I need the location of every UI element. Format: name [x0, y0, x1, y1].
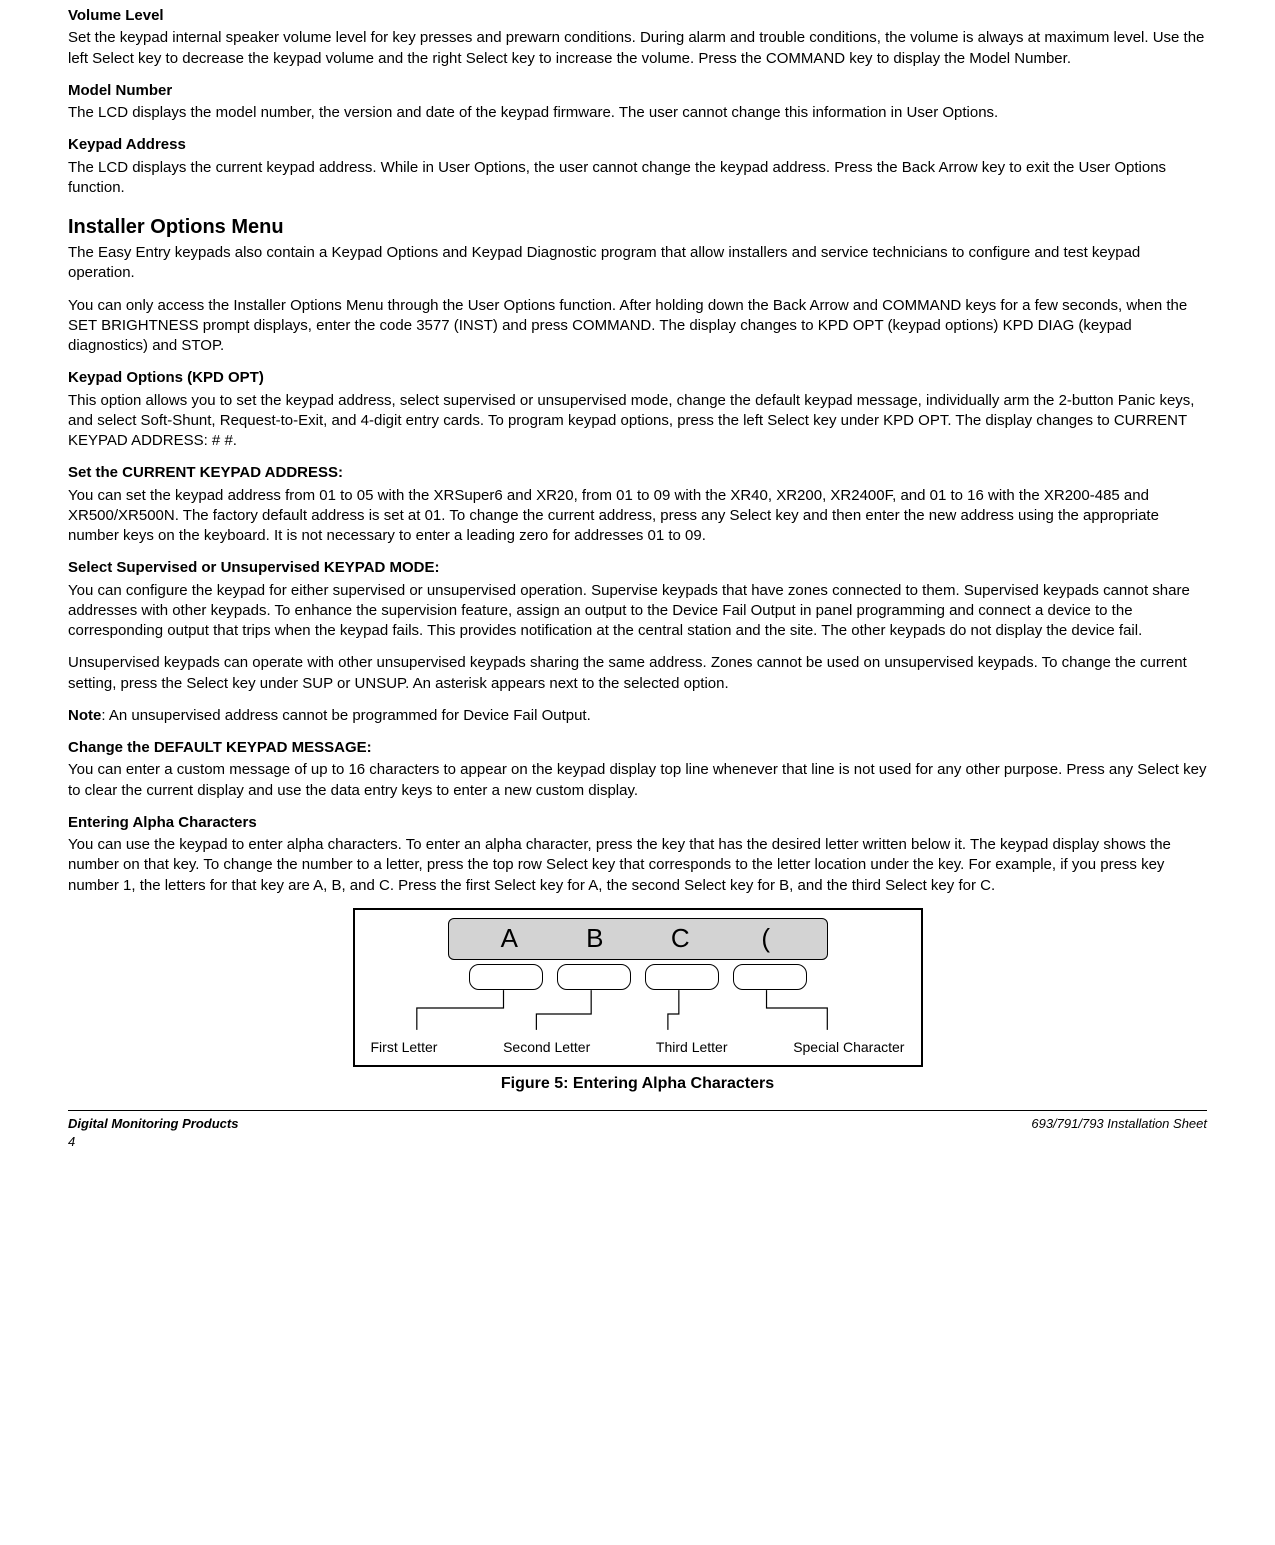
leader-svg: [369, 990, 907, 1036]
section-model-number: Model Number The LCD displays the model …: [68, 81, 1207, 124]
heading-alpha-chars: Entering Alpha Characters: [68, 813, 1207, 833]
section-volume-level: Volume Level Set the keypad internal spe…: [68, 6, 1207, 69]
heading-kpd-opt: Keypad Options (KPD OPT): [68, 368, 1207, 388]
label-first-letter: First Letter: [371, 1038, 438, 1057]
text-model-number: The LCD displays the model number, the v…: [68, 103, 1207, 123]
select-keys-row: [369, 964, 907, 990]
heading-keypad-mode: Select Supervised or Unsupervised KEYPAD…: [68, 558, 1207, 578]
lcd-char-c: C: [650, 921, 710, 956]
text-keypad-mode-p1: You can configure the keypad for either …: [68, 581, 1207, 642]
section-default-message: Change the DEFAULT KEYPAD MESSAGE: You c…: [68, 738, 1207, 801]
section-set-address: Set the CURRENT KEYPAD ADDRESS: You can …: [68, 463, 1207, 546]
label-second-letter: Second Letter: [503, 1038, 590, 1057]
text-volume-level: Set the keypad internal speaker volume l…: [68, 28, 1207, 69]
text-kpd-opt: This option allows you to set the keypad…: [68, 391, 1207, 452]
figure-5-caption: Figure 5: Entering Alpha Characters: [68, 1073, 1207, 1095]
section-keypad-mode: Select Supervised or Unsupervised KEYPAD…: [68, 558, 1207, 726]
figure-labels-row: First Letter Second Letter Third Letter …: [369, 1038, 907, 1057]
section-keypad-address: Keypad Address The LCD displays the curr…: [68, 135, 1207, 198]
label-special-char: Special Character: [793, 1038, 904, 1057]
select-key-3: [645, 964, 719, 990]
note-rest: : An unsupervised address cannot be prog…: [101, 707, 590, 724]
text-keypad-address: The LCD displays the current keypad addr…: [68, 158, 1207, 199]
section-alpha-chars: Entering Alpha Characters You can use th…: [68, 813, 1207, 896]
text-keypad-mode-p2: Unsupervised keypads can operate with ot…: [68, 653, 1207, 694]
select-key-4: [733, 964, 807, 990]
heading-volume-level: Volume Level: [68, 6, 1207, 26]
page-content: Volume Level Set the keypad internal spe…: [68, 0, 1207, 1150]
text-alpha-chars: You can use the keypad to enter alpha ch…: [68, 835, 1207, 896]
lcd-char-paren: (: [736, 921, 796, 956]
text-set-address: You can set the keypad address from 01 t…: [68, 486, 1207, 547]
leader-lines: [369, 990, 907, 1036]
lcd-char-b: B: [565, 921, 625, 956]
select-key-1: [469, 964, 543, 990]
text-keypad-mode-note: Note: An unsupervised address cannot be …: [68, 706, 1207, 726]
text-installer-p2: You can only access the Installer Option…: [68, 296, 1207, 357]
heading-keypad-address: Keypad Address: [68, 135, 1207, 155]
figure-5-box: A B C ( First Letter: [353, 908, 923, 1067]
page-footer: Digital Monitoring Products 693/791/793 …: [68, 1110, 1207, 1133]
text-installer-p1: The Easy Entry keypads also contain a Ke…: [68, 243, 1207, 284]
footer-right: 693/791/793 Installation Sheet: [1031, 1115, 1207, 1133]
lcd-char-a: A: [479, 921, 539, 956]
heading-set-address: Set the CURRENT KEYPAD ADDRESS:: [68, 463, 1207, 483]
heading-model-number: Model Number: [68, 81, 1207, 101]
footer-left: Digital Monitoring Products: [68, 1115, 238, 1133]
note-lead: Note: [68, 707, 101, 724]
select-key-2: [557, 964, 631, 990]
label-third-letter: Third Letter: [656, 1038, 728, 1057]
section-kpd-opt: Keypad Options (KPD OPT) This option all…: [68, 368, 1207, 451]
heading-default-message: Change the DEFAULT KEYPAD MESSAGE:: [68, 738, 1207, 758]
heading-installer-options-menu: Installer Options Menu: [68, 214, 1207, 241]
page-number: 4: [68, 1133, 1207, 1151]
figure-5-wrap: A B C ( First Letter: [68, 908, 1207, 1067]
text-default-message: You can enter a custom message of up to …: [68, 760, 1207, 801]
keypad-lcd: A B C (: [448, 918, 828, 960]
